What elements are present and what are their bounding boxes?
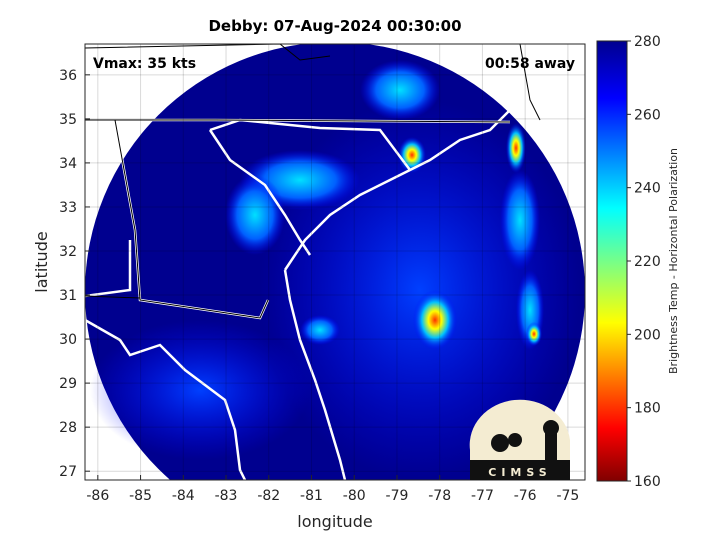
y-tick-label: 29: [59, 376, 77, 392]
cold-feature: [506, 123, 526, 173]
x-tick-label: -82: [257, 488, 280, 504]
colorbar-tick-label: 220: [634, 254, 661, 270]
x-tick-label: -75: [556, 488, 579, 504]
y-tick-label: 33: [59, 200, 77, 216]
y-tick-label: 27: [59, 464, 77, 480]
colorbar-ticks: 160 180 200 220 240 260 280: [627, 34, 661, 490]
y-tick-labels: 27 28 29 30 31 32 33 34 35 36: [59, 68, 77, 480]
colorbar-tick-label: 260: [634, 107, 661, 123]
y-tick-label: 36: [59, 68, 77, 84]
colorbar-tick-label: 180: [634, 401, 661, 417]
y-tick-label: 28: [59, 420, 77, 436]
cold-feature: [398, 137, 426, 173]
colorbar-tick-label: 160: [634, 474, 661, 490]
map-area: [85, 44, 585, 480]
borders: [85, 44, 541, 319]
y-tick-label: 30: [59, 332, 77, 348]
x-axis-label: longitude: [297, 512, 372, 531]
cimss-logo: CIMSS: [469, 399, 570, 480]
x-tick-label: -86: [86, 488, 109, 504]
cold-feature: [526, 322, 542, 346]
x-tick-labels: -86 -85 -84 -83 -82 -81 -80 -79 -78 -77 -76 -75: [86, 488, 579, 504]
cold-feature: [413, 290, 457, 350]
x-tick-label: -81: [300, 488, 323, 504]
grid: [85, 44, 585, 480]
chart-title: Debby: 07-Aug-2024 00:30:00: [208, 17, 461, 35]
x-tick-label: -84: [172, 488, 195, 504]
colorbar-tick-label: 240: [634, 181, 661, 197]
ocean-brightness: [90, 60, 580, 480]
axes-box: [84, 43, 586, 481]
x-tick-label: -77: [471, 488, 494, 504]
x-tick-label: -78: [428, 488, 451, 504]
colorbar-tick-label: 280: [634, 34, 661, 50]
x-tick-label: -80: [343, 488, 366, 504]
vmax-annotation: Vmax: 35 kts: [93, 56, 196, 72]
y-tick-label: 31: [59, 288, 77, 304]
y-tick-label: 34: [59, 156, 77, 172]
logo-text: CIMSS: [488, 466, 551, 479]
x-tick-label: -83: [215, 488, 238, 504]
colorbar-label: Brightness Temp - Horizontal Polarizatio…: [667, 148, 680, 374]
y-tick-label: 35: [59, 112, 77, 128]
y-tick-label: 32: [59, 244, 77, 260]
time-offset-annotation: 00:58 away: [485, 56, 575, 72]
colorbar: [596, 40, 628, 482]
x-tick-label: -79: [386, 488, 409, 504]
x-tick-label: -85: [129, 488, 152, 504]
x-tick-label: -76: [514, 488, 537, 504]
colorbar-tick-label: 200: [634, 327, 661, 343]
y-axis-label: latitude: [32, 231, 51, 292]
